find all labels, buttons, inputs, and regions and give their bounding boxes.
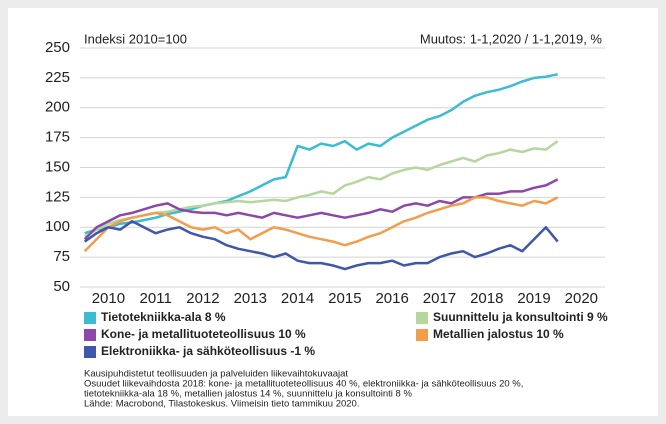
x-tick-label: 2016	[375, 290, 408, 307]
note: Kausipuhdistetut teollisuuden ja palvelu…	[84, 369, 348, 380]
x-tick-label: 2020	[565, 290, 598, 307]
legend-label: Metallien jalostus 10 %	[433, 327, 564, 341]
legend-swatch	[84, 312, 96, 324]
legend-label: Suunnittelu ja konsultointi 9 %	[433, 310, 608, 324]
y-tick-label: 200	[45, 99, 70, 116]
series-line	[83, 220, 559, 271]
y-tick-label: 225	[45, 69, 70, 86]
series-line	[83, 196, 559, 253]
y-tick-label: 100	[45, 218, 70, 235]
legend-swatch	[416, 329, 428, 341]
x-tick-label: 2013	[234, 290, 267, 307]
legend-label: Tietotekniikka-ala 8 %	[101, 310, 226, 324]
chart-subtitle: Muutos: 1-1,2020 / 1-1,2019, %	[420, 31, 603, 46]
note: tietotekniikka-ala 18 %, metallien jalos…	[84, 389, 412, 400]
x-tick-label: 2010	[92, 290, 125, 307]
legend-label: Kone- ja metallituoteteollisuus 10 %	[101, 327, 306, 341]
y-tick-label: 250	[45, 39, 70, 56]
x-tick-label: 2018	[470, 290, 503, 307]
y-tick-label: 150	[45, 158, 70, 175]
legend-swatch	[84, 346, 96, 358]
x-tick-label: 2019	[517, 290, 550, 307]
y-tick-label: 50	[53, 278, 70, 295]
series-line	[84, 140, 559, 238]
x-tick-label: 2012	[186, 290, 219, 307]
x-tick-label: 2011	[140, 290, 172, 307]
legend-swatch	[416, 312, 428, 324]
legend-swatch	[84, 329, 96, 341]
legend-label: Elektroniikka- ja sähköteollisuus -1 %	[101, 344, 315, 358]
x-tick-label: 2017	[423, 290, 456, 307]
y-tick-label: 175	[45, 129, 70, 146]
chart-title: Indeksi 2010=100	[84, 31, 187, 46]
y-tick-label: 125	[45, 188, 70, 205]
note: Lähde: Macrobond, Tilastokeskus. Viimeis…	[84, 399, 359, 410]
x-tick-label: 2015	[328, 290, 361, 307]
x-tick-label: 2014	[281, 290, 314, 307]
note: Osuudet liikevaihdosta 2018: kone- ja me…	[84, 379, 523, 390]
y-tick-label: 75	[53, 248, 70, 265]
